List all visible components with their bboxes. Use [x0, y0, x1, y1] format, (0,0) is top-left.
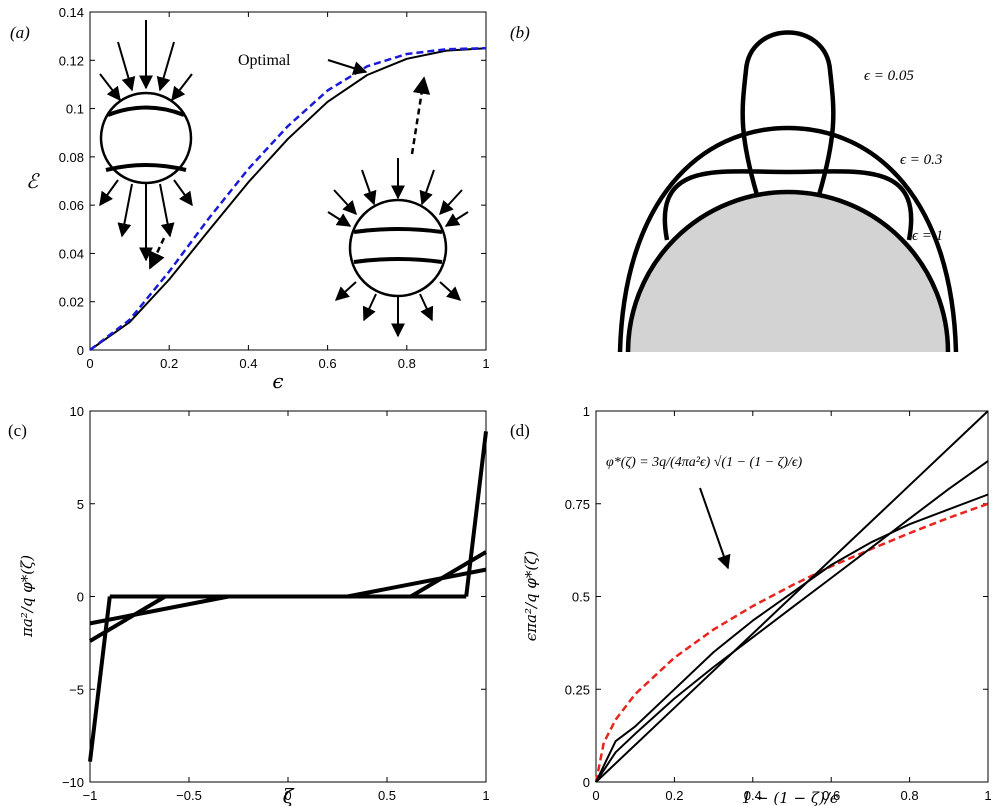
d-series-line [595, 460, 989, 783]
d-xtick-label: 0.6 [822, 788, 840, 803]
panel-c-ylabel: πa²/q φ*(ζ) [18, 555, 36, 638]
d-series-line [595, 493, 989, 783]
panel-d-label: (d) [510, 421, 530, 440]
c-ytick-label: −5 [69, 682, 84, 697]
c-xtick-label: −0.5 [176, 788, 202, 803]
d-xtick-label: 1 [984, 788, 991, 803]
c-ytick-label: 10 [70, 404, 84, 419]
a-ytick-label: 0.02 [59, 295, 84, 310]
a-ytick-label: 0.04 [59, 246, 84, 261]
optimal-arrow [327, 59, 368, 75]
c-series-line [89, 594, 229, 626]
c-xtick-label: −1 [83, 788, 98, 803]
formula-arrow [699, 487, 731, 570]
d-xtick-label: 0 [592, 788, 599, 803]
c-ytick-label: −10 [62, 775, 84, 790]
lobe-eps-0.3 [662, 169, 914, 241]
a-ytick-label: 0.08 [59, 150, 84, 165]
c-series-line [409, 550, 488, 599]
d-series-line [595, 410, 989, 783]
a-xtick-label: 0.2 [160, 356, 178, 371]
c-series-line [464, 431, 488, 597]
panel-b: (b) ϵ = 0.05 ϵ = 0.3 ϵ = 1 [510, 23, 959, 353]
panel-c-xlabel: ζ [283, 784, 295, 806]
optimal-label: Optimal [238, 52, 291, 69]
a-series-line [89, 47, 487, 351]
panel-c-label: (c) [8, 421, 27, 440]
c-xtick-label: 0.5 [378, 788, 396, 803]
d-ytick-label: 0 [583, 775, 590, 790]
panel-d-xlabel: 1 − (1 − ζ)/ϵ [742, 789, 839, 806]
d-ytick-label: 0.75 [565, 497, 590, 512]
a-ytick-label: 0 [77, 343, 84, 358]
panel-a-label: (a) [10, 23, 30, 42]
label-eps-1: ϵ = 1 [912, 228, 943, 244]
d-ytick-label: 0.25 [565, 682, 590, 697]
panel-d-ylabel: ϵπa²/q φ*(ζ) [522, 551, 540, 642]
sphere-right-icon [327, 158, 469, 338]
a-xtick-label: 0.8 [398, 356, 416, 371]
panel-a-xlabel: ϵ [272, 369, 283, 393]
d-xtick-label: 0.8 [901, 788, 919, 803]
c-series-line [88, 596, 112, 762]
a-ytick-label: 0.1 [66, 102, 84, 117]
formula-annotation: φ*(ζ) = 3q/(4πa²ϵ) √(1 − (1 − ζ)/ϵ) [606, 455, 803, 470]
c-series-line [88, 594, 167, 643]
d-xtick-label: 0.2 [665, 788, 683, 803]
c-xtick-label: 0 [284, 788, 291, 803]
panel-a-frame [89, 11, 487, 351]
c-ytick-label: 0 [77, 590, 84, 605]
d-xtick-label: 0.4 [744, 788, 762, 803]
dashed-arrow-left [148, 237, 166, 270]
label-eps-0.05: ϵ = 0.05 [864, 68, 914, 84]
a-series-line [89, 46, 487, 351]
panel-b-label: (b) [510, 23, 530, 42]
sphere-left-icon [99, 20, 193, 262]
sphere-outline-eps-1 [625, 189, 951, 353]
lobe-eps-0.05 [740, 30, 836, 196]
a-ytick-label: 0.06 [59, 198, 84, 213]
sphere-fill [628, 192, 948, 352]
panel-d: 0 0.2 0.4 0.6 0.8 1 0 0.25 0.5 0.75 1 (d) 1 − (1 −… [510, 404, 992, 806]
a-xtick-label: 0.6 [319, 356, 337, 371]
dashed-arrow-right [410, 76, 431, 155]
c-ytick-label: 5 [77, 497, 84, 512]
panel-c: −1 −0.5 0 0.5 1 −10 −5 0 5 10 (c) ζ πa²/q φ*(ζ) [8, 404, 490, 806]
a-xtick-label: 0.4 [239, 356, 257, 371]
panel-a: 0 0.2 0.4 0.6 0.8 1 0 0.02 0.04 0.06 0.08 0.1 0.12 0.… [10, 5, 490, 393]
a-ytick-label: 0.12 [59, 53, 84, 68]
d-ytick-label: 0.5 [572, 590, 590, 605]
a-xtick-label: 1 [482, 356, 489, 371]
panel-a-ylabel: ℰ [26, 169, 40, 193]
outer-curve [617, 125, 959, 353]
label-eps-0.3: ϵ = 0.3 [900, 152, 942, 168]
a-xtick-label: 0 [86, 356, 93, 371]
c-xtick-label: 1 [482, 788, 489, 803]
d-series-line [594, 502, 989, 783]
c-series-line [347, 567, 487, 599]
a-ytick-label: 0.14 [59, 5, 84, 20]
d-ytick-label: 1 [583, 404, 590, 419]
